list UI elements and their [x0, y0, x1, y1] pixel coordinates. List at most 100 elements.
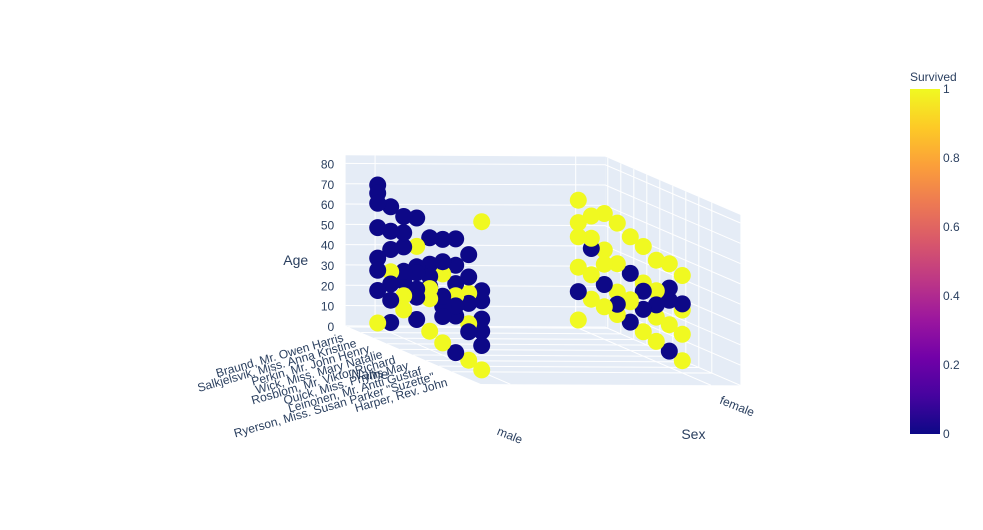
data-point[interactable]: [569, 214, 587, 232]
data-point[interactable]: [582, 207, 600, 225]
data-point[interactable]: [660, 291, 678, 309]
data-point[interactable]: [473, 310, 491, 328]
data-point[interactable]: [434, 253, 452, 271]
data-point[interactable]: [421, 255, 439, 273]
data-point[interactable]: [382, 241, 400, 258]
data-point[interactable]: [395, 287, 413, 305]
data-point[interactable]: [660, 279, 678, 297]
data-point[interactable]: [460, 294, 478, 312]
data-point[interactable]: [382, 291, 400, 309]
data-point[interactable]: [473, 322, 491, 340]
data-point[interactable]: [421, 322, 439, 340]
data-point[interactable]: [447, 297, 465, 315]
data-point[interactable]: [634, 300, 652, 318]
data-point[interactable]: [595, 205, 613, 222]
data-point[interactable]: [569, 311, 587, 329]
data-point[interactable]: [447, 256, 465, 274]
data-point[interactable]: [647, 308, 665, 326]
data-point[interactable]: [621, 264, 639, 282]
data-point[interactable]: [634, 323, 652, 341]
data-point[interactable]: [395, 224, 413, 242]
data-point[interactable]: [608, 255, 626, 273]
data-point[interactable]: [660, 342, 678, 360]
data-point[interactable]: [647, 332, 665, 350]
data-point[interactable]: [369, 219, 387, 237]
data-point[interactable]: [673, 352, 691, 370]
data-point[interactable]: [608, 283, 626, 301]
data-point[interactable]: [421, 267, 439, 285]
data-point[interactable]: [382, 198, 400, 216]
data-point[interactable]: [408, 264, 426, 282]
data-point[interactable]: [447, 230, 465, 248]
data-point[interactable]: [460, 246, 478, 264]
data-point[interactable]: [595, 276, 613, 293]
grid-line-name: [439, 196, 700, 368]
data-point[interactable]: [621, 313, 639, 331]
data-point[interactable]: [673, 267, 691, 284]
data-point[interactable]: [421, 229, 439, 247]
data-point[interactable]: [621, 291, 639, 309]
data-point[interactable]: [460, 323, 478, 341]
data-point[interactable]: [673, 325, 691, 343]
data-point[interactable]: [473, 337, 491, 354]
data-point[interactable]: [369, 261, 387, 279]
data-point[interactable]: [369, 314, 387, 332]
data-point[interactable]: [369, 282, 387, 299]
data-point[interactable]: [595, 255, 613, 273]
z-tick-label: 30: [321, 259, 335, 273]
colorbar-title: Survived: [910, 70, 957, 84]
data-point[interactable]: [569, 283, 587, 301]
data-point[interactable]: [473, 282, 491, 300]
data-point[interactable]: [647, 251, 665, 269]
data-point[interactable]: [582, 266, 600, 284]
data-point[interactable]: [660, 316, 678, 334]
data-point[interactable]: [382, 263, 400, 281]
data-point[interactable]: [434, 308, 452, 325]
data-point[interactable]: [408, 237, 426, 255]
data-point[interactable]: [608, 295, 626, 313]
data-point[interactable]: [582, 290, 600, 308]
data-point[interactable]: [647, 282, 665, 300]
data-point[interactable]: [395, 238, 413, 256]
data-point[interactable]: [621, 228, 639, 246]
data-point[interactable]: [473, 213, 491, 231]
data-point[interactable]: [447, 275, 465, 293]
data-point[interactable]: [434, 287, 452, 305]
data-point[interactable]: [673, 295, 691, 313]
data-point[interactable]: [460, 268, 478, 286]
data-point[interactable]: [582, 229, 600, 247]
data-point[interactable]: [408, 288, 426, 306]
data-point[interactable]: [634, 238, 652, 255]
data-point[interactable]: [382, 314, 400, 331]
data-point[interactable]: [595, 298, 613, 316]
y-axis-title: Sex: [681, 426, 705, 442]
data-point[interactable]: [569, 258, 587, 276]
data-point[interactable]: [460, 351, 478, 369]
data-point[interactable]: [434, 230, 452, 248]
data-point[interactable]: [634, 282, 652, 300]
data-point[interactable]: [434, 265, 452, 283]
data-point[interactable]: [395, 208, 413, 225]
data-point[interactable]: [395, 262, 413, 280]
data-point[interactable]: [608, 214, 626, 232]
data-point[interactable]: [408, 209, 426, 227]
data-point[interactable]: [382, 275, 400, 293]
data-point[interactable]: [660, 255, 678, 273]
data-point[interactable]: [369, 194, 387, 212]
colorbar-gradient: [910, 89, 940, 434]
data-point[interactable]: [408, 311, 426, 328]
data-point[interactable]: [595, 241, 613, 259]
data-point[interactable]: [382, 222, 400, 240]
data-point[interactable]: [447, 344, 465, 362]
data-point[interactable]: [647, 296, 665, 314]
data-point[interactable]: [434, 334, 452, 352]
z-tick-label: 70: [321, 178, 335, 192]
data-point[interactable]: [473, 361, 491, 379]
data-point[interactable]: [569, 191, 587, 209]
data-point[interactable]: [395, 301, 413, 319]
data-point[interactable]: [369, 249, 387, 267]
data-point[interactable]: [569, 228, 587, 246]
data-point[interactable]: [421, 280, 439, 298]
